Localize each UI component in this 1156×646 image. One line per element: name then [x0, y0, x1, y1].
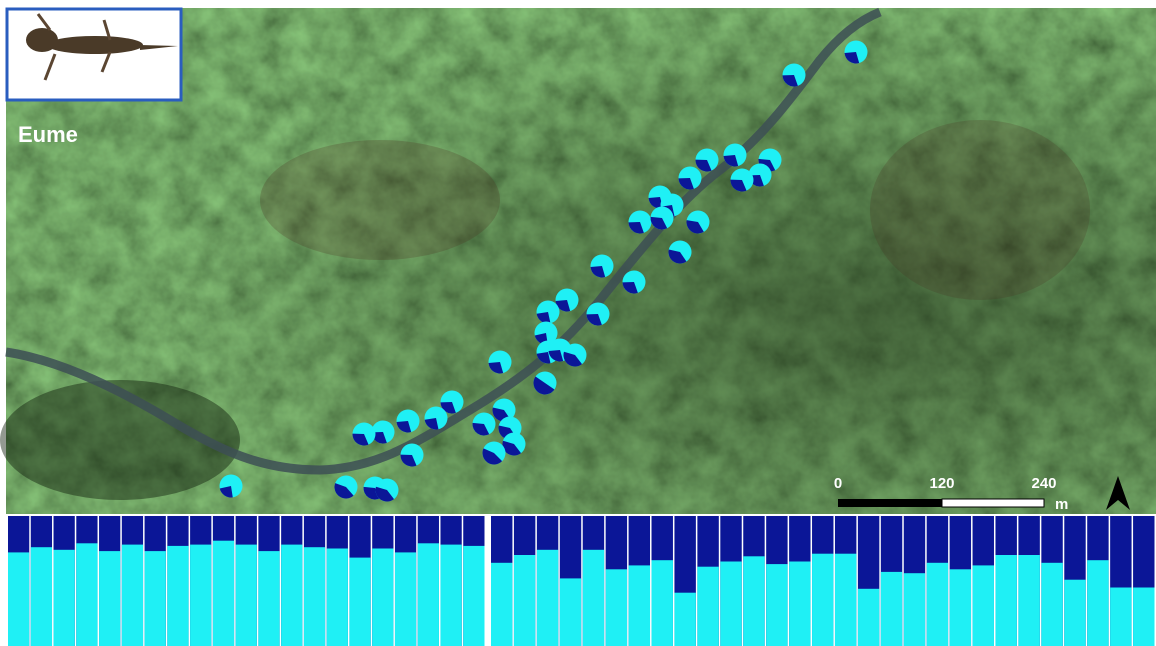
scale-label: 120 [929, 475, 954, 492]
bar-cyan [904, 573, 925, 646]
inset [7, 9, 181, 100]
bar-cyan [258, 551, 279, 646]
bar-cyan [743, 556, 764, 646]
bar-cyan [99, 551, 120, 646]
bar-cyan [950, 569, 971, 646]
structure-plot [0, 516, 1156, 646]
bar-cyan [491, 563, 512, 646]
bar-cyan [349, 558, 370, 646]
bar-cyan [881, 572, 902, 646]
bar-cyan [652, 560, 673, 646]
bar-cyan [122, 545, 143, 646]
bar-cyan [54, 550, 75, 646]
bar-cyan [190, 545, 211, 646]
bar-cyan [236, 545, 257, 646]
bar-cyan [674, 593, 695, 646]
bar-cyan [766, 564, 787, 646]
bar-cyan [583, 550, 604, 646]
bar-cyan [327, 549, 348, 646]
bar-cyan [31, 547, 52, 646]
bar-cyan [812, 554, 833, 646]
bar-cyan [167, 546, 188, 646]
bar-cyan [629, 565, 650, 646]
bar-cyan [304, 547, 325, 646]
figure: Eume 0 120 240 m [0, 0, 1156, 646]
bar-cyan [372, 549, 393, 646]
bar-cyan [537, 550, 558, 646]
bar-cyan [1041, 563, 1062, 646]
bar-cyan [1018, 555, 1039, 646]
bar-cyan [927, 563, 948, 646]
scale-label: 0 [834, 475, 842, 492]
scale-unit: m [1055, 496, 1068, 513]
bar-cyan [281, 545, 302, 646]
bar-cyan [8, 552, 29, 646]
bar-cyan [560, 578, 581, 646]
bar-cyan [395, 552, 416, 646]
bar-cyan [606, 569, 627, 646]
bar-cyan [145, 551, 166, 646]
bar-cyan [720, 562, 741, 646]
bar-cyan [514, 555, 535, 646]
bar-cyan [463, 546, 484, 646]
bar-cyan [1133, 588, 1154, 646]
bar-cyan [995, 555, 1016, 646]
bar-cyan [858, 589, 879, 646]
bar-cyan [76, 543, 97, 646]
bar-cyan [1087, 560, 1108, 646]
bar-cyan [1110, 588, 1131, 646]
scale-label: 240 [1031, 475, 1056, 492]
bar-cyan [697, 567, 718, 646]
bar-cyan [418, 543, 439, 646]
bar-cyan [789, 562, 810, 646]
bar-cyan [440, 545, 461, 646]
bar-cyan [213, 541, 234, 646]
bar-cyan [973, 565, 994, 646]
bar-cyan [835, 554, 856, 646]
site-label: Eume [18, 122, 78, 147]
bar-cyan [1064, 580, 1085, 646]
